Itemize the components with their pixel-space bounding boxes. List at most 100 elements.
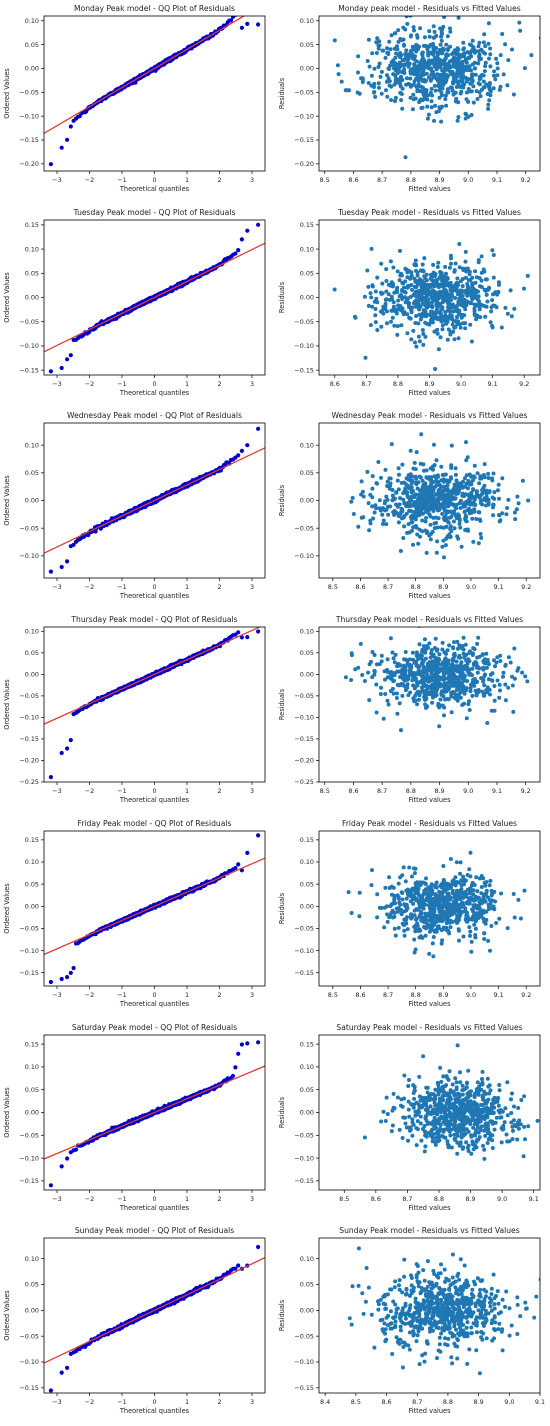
residual-point bbox=[404, 476, 409, 481]
residual-point bbox=[372, 90, 376, 95]
residual-point bbox=[396, 66, 401, 71]
residual-point bbox=[392, 82, 397, 87]
residual-point bbox=[396, 298, 401, 303]
residual-point bbox=[510, 47, 514, 52]
residual-point bbox=[473, 48, 478, 53]
residual-point bbox=[518, 28, 523, 33]
y-tick-label: 0.05 bbox=[25, 469, 39, 477]
residual-point bbox=[445, 314, 450, 319]
residual-point bbox=[372, 66, 377, 71]
residual-point bbox=[433, 103, 438, 108]
residual-point bbox=[486, 21, 491, 26]
residual-point bbox=[373, 312, 378, 317]
x-tick-label: 9.2 bbox=[521, 176, 531, 184]
residual-point bbox=[401, 536, 406, 541]
x-tick-label: 9.0 bbox=[456, 380, 466, 388]
residual-point bbox=[413, 475, 418, 480]
residual-point bbox=[399, 273, 404, 278]
residual-point bbox=[434, 33, 439, 38]
residual-point bbox=[427, 512, 432, 517]
x-tick-label: 8.9 bbox=[424, 380, 434, 388]
residual-point bbox=[461, 480, 465, 485]
residual-point bbox=[444, 103, 449, 108]
residual-point bbox=[430, 287, 435, 292]
residual-point bbox=[492, 490, 497, 495]
qq-point bbox=[236, 453, 241, 458]
residual-point bbox=[404, 82, 409, 87]
residual-point bbox=[457, 241, 462, 246]
residual-point bbox=[408, 95, 413, 100]
residual-point bbox=[429, 319, 434, 324]
x-tick-label: 8.9 bbox=[434, 176, 444, 184]
residual-point bbox=[432, 506, 437, 511]
residual-point bbox=[426, 93, 431, 98]
residual-point bbox=[405, 21, 410, 26]
residual-point bbox=[469, 339, 474, 344]
y-tick-label: 0.05 bbox=[300, 41, 314, 49]
residual-point bbox=[430, 464, 435, 469]
residual-point bbox=[498, 53, 503, 58]
residual-point bbox=[443, 543, 448, 548]
residual-point bbox=[398, 37, 403, 41]
residual-point bbox=[464, 267, 469, 272]
residual-point bbox=[461, 303, 466, 308]
residual-point bbox=[444, 525, 449, 530]
residual-point bbox=[443, 97, 448, 102]
residual-point bbox=[439, 30, 444, 35]
residual-point bbox=[444, 271, 448, 276]
qq-point bbox=[48, 162, 54, 167]
residual-point bbox=[394, 490, 399, 495]
residual-point bbox=[411, 46, 416, 51]
qq-point bbox=[236, 11, 240, 15]
residual-point bbox=[396, 303, 401, 308]
residual-point bbox=[408, 509, 413, 514]
residual-point bbox=[453, 473, 458, 478]
x-axis-label: Fitted values bbox=[408, 592, 451, 600]
residual-point bbox=[464, 58, 469, 63]
residual-point bbox=[372, 85, 376, 89]
residual-point bbox=[481, 488, 486, 493]
residual-point bbox=[456, 319, 461, 324]
residual-point bbox=[462, 312, 467, 317]
residual-point bbox=[434, 521, 439, 526]
residual-point bbox=[366, 284, 371, 289]
residual-point bbox=[391, 304, 396, 309]
residual-point bbox=[366, 81, 371, 85]
residual-point bbox=[491, 513, 496, 518]
y-tick-label: −0.15 bbox=[19, 136, 39, 144]
residual-point bbox=[407, 304, 411, 309]
residual-point bbox=[466, 87, 471, 91]
residual-point bbox=[439, 34, 444, 38]
x-tick-label: 1 bbox=[185, 176, 189, 184]
residual-point bbox=[408, 478, 413, 483]
qq-point bbox=[48, 569, 54, 575]
residual-point bbox=[448, 26, 452, 31]
residual-point bbox=[449, 529, 454, 534]
residual-point bbox=[423, 498, 428, 503]
y-axis-label: Residuals bbox=[278, 77, 286, 109]
residual-point bbox=[472, 306, 477, 311]
residual-point bbox=[427, 500, 432, 505]
residual-point bbox=[390, 315, 395, 320]
residual-point bbox=[421, 462, 426, 467]
residual-point bbox=[516, 501, 521, 506]
residual-point bbox=[438, 284, 443, 289]
qq-point bbox=[68, 352, 73, 357]
residual-point bbox=[417, 510, 422, 515]
residual-point bbox=[403, 155, 408, 160]
residual-point bbox=[439, 83, 443, 88]
residual-point bbox=[424, 71, 429, 76]
residual-point bbox=[443, 309, 448, 314]
residual-point bbox=[511, 92, 516, 97]
residual-point bbox=[404, 298, 409, 303]
residual-point bbox=[457, 296, 462, 301]
residual-point bbox=[437, 62, 442, 67]
residual-point bbox=[477, 90, 482, 95]
residual-point bbox=[487, 98, 492, 103]
x-axis-label: Fitted values bbox=[408, 185, 451, 193]
residual-point bbox=[477, 54, 482, 59]
residual-point bbox=[396, 512, 401, 517]
residual-point bbox=[412, 62, 417, 67]
residual-point bbox=[443, 57, 447, 62]
residual-point bbox=[424, 510, 429, 515]
